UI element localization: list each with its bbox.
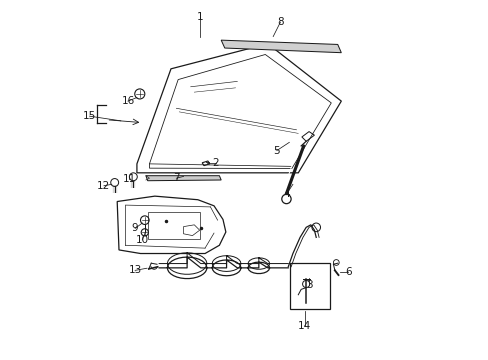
Text: 2: 2: [212, 158, 219, 168]
Text: 5: 5: [273, 145, 280, 156]
Text: 10: 10: [136, 235, 148, 245]
Text: 8: 8: [277, 17, 283, 27]
Text: 7: 7: [173, 173, 179, 183]
Text: 15: 15: [83, 111, 96, 121]
Text: 3: 3: [305, 280, 312, 290]
Text: 12: 12: [97, 181, 110, 191]
Text: 11: 11: [122, 174, 135, 184]
Text: 16: 16: [121, 96, 134, 106]
Polygon shape: [221, 40, 341, 53]
Text: 14: 14: [298, 321, 311, 331]
Bar: [290, 263, 329, 309]
Text: 13: 13: [128, 265, 142, 275]
Text: 6: 6: [345, 267, 351, 277]
Polygon shape: [145, 176, 221, 181]
Text: 9: 9: [132, 224, 138, 233]
Text: 1: 1: [196, 12, 203, 22]
Text: 4: 4: [283, 189, 289, 199]
